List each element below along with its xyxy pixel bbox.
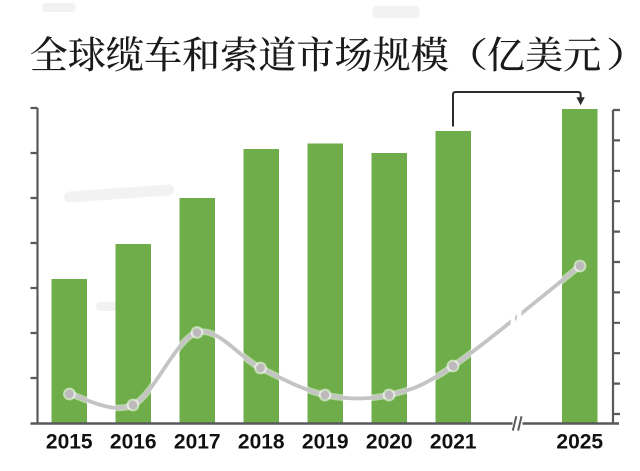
svg-text:2017: 2017 (174, 431, 221, 454)
svg-text:2021: 2021 (430, 431, 477, 454)
svg-text:2025: 2025 (556, 431, 603, 454)
svg-text:2019: 2019 (302, 431, 349, 454)
svg-text:2015: 2015 (46, 431, 93, 454)
svg-text:2016: 2016 (110, 431, 157, 454)
svg-text:2020: 2020 (366, 431, 413, 454)
svg-text:2018: 2018 (238, 431, 285, 454)
